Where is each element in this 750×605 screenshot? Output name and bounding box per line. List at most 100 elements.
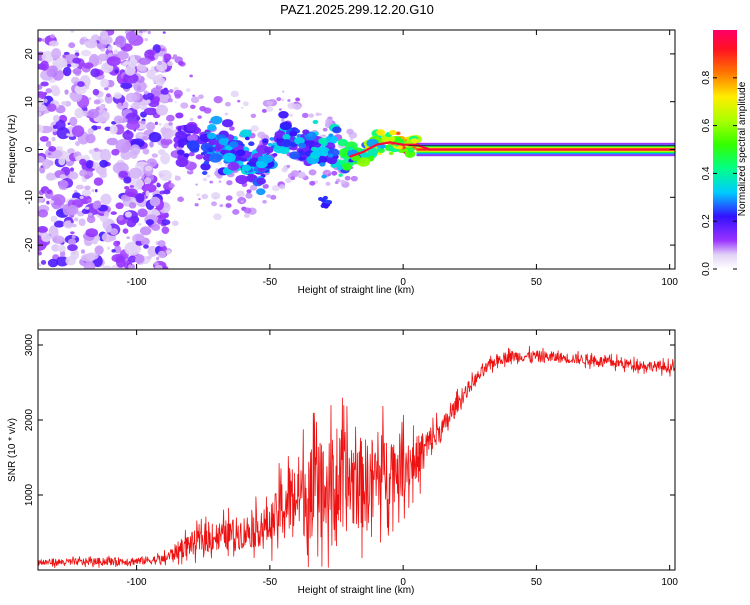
- noise-blob: [67, 122, 71, 125]
- signal-blob: [289, 151, 301, 160]
- signal-blob: [201, 171, 208, 176]
- signal-blob: [332, 126, 342, 134]
- noise-blob: [322, 127, 328, 132]
- noise-blob: [160, 138, 173, 146]
- snr-y-ticks: 1000 2000 3000: [24, 333, 675, 506]
- noise-blob: [219, 204, 224, 208]
- signal-blob: [388, 136, 396, 142]
- noise-blob: [67, 244, 78, 251]
- noise-blob: [102, 265, 112, 269]
- snr-x-ticks: -100 -50 0 50 100: [127, 330, 678, 588]
- spectrogram-x-ticks: -100 -50 0 50 100: [127, 30, 678, 288]
- noise-blob: [201, 193, 209, 200]
- signal-blob: [336, 165, 343, 171]
- noise-blob: [137, 223, 142, 226]
- noise-blob: [45, 88, 53, 94]
- noise-blob: [65, 255, 77, 266]
- noise-blob: [73, 217, 79, 222]
- noise-blob: [240, 200, 244, 203]
- noise-blob: [141, 30, 147, 33]
- noise-blob: [216, 173, 223, 179]
- noise-blob: [56, 244, 66, 253]
- signal-blob: [261, 154, 274, 164]
- noise-blob: [107, 45, 113, 51]
- signal-blob: [282, 133, 291, 140]
- noise-blob: [79, 169, 88, 177]
- signal-blob: [389, 129, 397, 136]
- signal-blob: [394, 137, 403, 144]
- noise-blob: [91, 188, 95, 193]
- noise-blob: [84, 38, 98, 49]
- noise-blob: [281, 98, 285, 102]
- noise-blob: [142, 148, 150, 155]
- noise-blob: [243, 207, 252, 214]
- noise-blob: [250, 113, 257, 119]
- noise-blob: [86, 215, 96, 224]
- noise-blob: [148, 132, 162, 143]
- noise-blob: [115, 255, 126, 268]
- noise-blob: [114, 245, 122, 254]
- noise-blob: [46, 200, 50, 205]
- noise-blob: [142, 92, 155, 101]
- noise-blob: [213, 95, 223, 104]
- noise-blob: [111, 249, 116, 253]
- colorbar-tick-label: 0.0: [701, 262, 712, 276]
- noise-blob: [113, 49, 119, 55]
- noise-blob: [257, 131, 266, 139]
- noise-blob: [319, 113, 322, 116]
- noise-blob: [195, 183, 198, 186]
- signal-blob: [186, 135, 196, 142]
- noise-blob: [146, 255, 152, 260]
- noise-blob: [62, 66, 72, 77]
- colorbar-ticks: 0.0 0.2 0.4 0.6 0.8: [701, 70, 737, 276]
- noise-blob: [174, 101, 177, 104]
- signal-blob: [175, 130, 187, 139]
- signal-blob: [273, 144, 286, 154]
- snr-series-line: [38, 345, 675, 569]
- noise-blob: [281, 90, 285, 93]
- spectrogram-x-tick-label: 50: [531, 277, 543, 288]
- noise-blob: [108, 52, 113, 57]
- noise-blob: [138, 57, 151, 65]
- noise-blob: [158, 122, 162, 126]
- noise-blob: [287, 99, 291, 102]
- spectrogram-heatmap: [38, 30, 675, 269]
- noise-blob: [168, 183, 175, 189]
- noise-blob: [50, 34, 55, 39]
- signal-blob: [327, 153, 334, 158]
- noise-blob: [262, 183, 269, 189]
- noise-blob: [265, 105, 274, 112]
- noise-blob: [126, 121, 140, 130]
- noise-blob: [94, 245, 104, 255]
- noise-blob: [71, 223, 77, 228]
- noise-blob: [177, 60, 184, 66]
- noise-blob: [136, 85, 142, 91]
- signal-blob: [208, 153, 222, 163]
- noise-blob: [232, 209, 240, 215]
- noise-blob: [100, 78, 110, 88]
- noise-blob: [237, 99, 241, 103]
- noise-blob: [130, 104, 135, 108]
- noise-blob: [124, 186, 130, 190]
- noise-blob: [154, 264, 163, 269]
- noise-blob: [123, 176, 132, 184]
- noise-blob: [199, 105, 207, 112]
- colorbar: 0.0 0.2 0.4 0.6 0.8 Normalized spectral ampl…: [701, 30, 748, 276]
- noise-blob: [85, 252, 99, 260]
- noise-blob: [261, 108, 267, 113]
- noise-blob: [94, 200, 102, 209]
- noise-blob: [88, 97, 92, 101]
- noise-blob: [69, 167, 75, 172]
- noise-blob: [38, 84, 43, 90]
- signal-blob: [378, 148, 385, 154]
- noise-blob: [70, 231, 75, 235]
- noise-blob: [174, 175, 181, 181]
- noise-blob: [292, 103, 302, 110]
- noise-blob: [308, 113, 314, 118]
- signal-blob: [227, 161, 240, 171]
- noise-blob: [146, 121, 156, 131]
- noise-blob: [81, 208, 90, 215]
- noise-blob: [85, 228, 99, 238]
- noise-blob: [295, 97, 301, 102]
